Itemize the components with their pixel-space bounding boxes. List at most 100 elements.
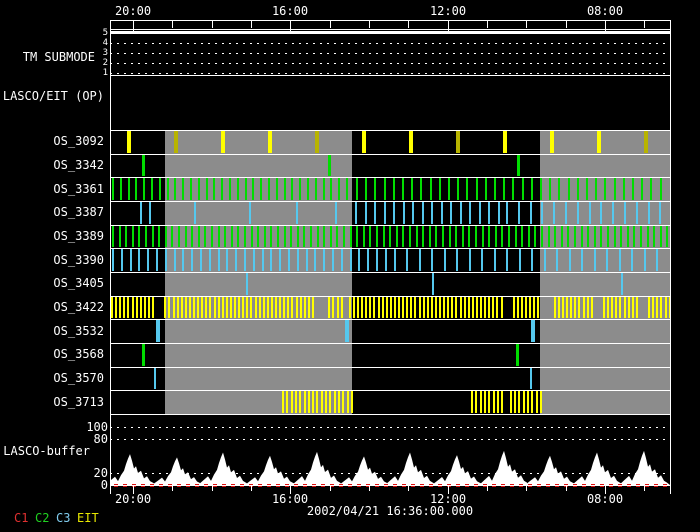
observation-tick (631, 249, 633, 271)
observation-tick (604, 178, 606, 200)
tm-gridline (110, 53, 671, 54)
row-divider (110, 319, 671, 320)
observation-tick (595, 178, 597, 200)
observation-tick (442, 226, 444, 248)
axis-edge-tick (670, 486, 671, 494)
observation-tick (350, 226, 352, 248)
observation-tick (496, 297, 498, 319)
hour-tick (408, 21, 409, 28)
observation-tick (382, 297, 384, 319)
observation-tick (430, 178, 432, 200)
observation-tick (506, 249, 508, 271)
observation-tick (224, 226, 226, 248)
observation-tick (308, 297, 310, 319)
observation-tick (365, 178, 367, 200)
observation-tick (312, 297, 314, 319)
observation-tick (249, 202, 251, 224)
observation-tick (226, 297, 228, 319)
observation-tick (558, 178, 560, 200)
hour-tick (644, 21, 645, 28)
observation-tick (659, 202, 661, 224)
observation-tick (488, 202, 490, 224)
os-row (110, 201, 670, 225)
observation-tick (394, 297, 396, 319)
observation-tick (191, 249, 193, 271)
observation-tick (181, 297, 183, 319)
observation-tick (414, 297, 416, 319)
observation-tick (244, 226, 246, 248)
observation-tick (540, 391, 542, 413)
observation-tick (607, 297, 609, 319)
observation-tick (624, 202, 626, 224)
observation-tick (365, 297, 367, 319)
row-label: OS_3390 (0, 254, 104, 267)
os-row (110, 177, 670, 201)
observation-tick (246, 273, 248, 295)
observation-tick (581, 249, 583, 271)
observation-tick (185, 226, 187, 248)
top-axis-line (110, 20, 671, 21)
observation-tick (296, 202, 298, 224)
observation-tick (218, 226, 220, 248)
observation-tick (660, 226, 662, 248)
observation-tick (245, 178, 247, 200)
os-row (110, 296, 670, 320)
observation-tick (519, 249, 521, 271)
observation-tick (312, 391, 314, 413)
observation-tick (198, 178, 200, 200)
observation-tick (574, 297, 576, 319)
observation-tick (614, 226, 616, 248)
observation-tick (330, 226, 332, 248)
observation-tick (177, 297, 179, 319)
observation-tick (328, 155, 331, 177)
observation-tick (531, 391, 533, 413)
observation-tick (194, 202, 196, 224)
observation-tick (303, 226, 305, 248)
hour-tick (408, 486, 409, 491)
observation-tick (577, 202, 579, 224)
observation-tick (191, 226, 193, 248)
observation-tick (140, 297, 142, 319)
tm-submode-data-line (110, 31, 671, 34)
observation-tick (174, 131, 178, 153)
observation-tick (451, 297, 453, 319)
time-label-top: 12:00 (418, 5, 478, 18)
observation-tick (290, 226, 292, 248)
observation-tick (286, 391, 288, 413)
observation-tick (636, 202, 638, 224)
observation-tick (165, 226, 167, 248)
observation-tick (365, 202, 367, 224)
observation-tick (632, 297, 634, 319)
observation-tick (314, 249, 316, 271)
observation-tick (600, 202, 602, 224)
hour-tick (566, 21, 567, 28)
observation-tick (263, 297, 265, 319)
observation-tick (291, 297, 293, 319)
observation-tick (416, 226, 418, 248)
observation-tick (554, 297, 556, 319)
observation-tick (432, 273, 434, 295)
observation-tick (488, 226, 490, 248)
observation-tick (138, 249, 140, 271)
observation-tick (549, 178, 551, 200)
observation-tick (338, 391, 340, 413)
observation-tick (300, 297, 302, 319)
observation-tick (282, 391, 284, 413)
observation-tick (531, 249, 533, 271)
observation-tick (565, 202, 567, 224)
observation-tick (409, 226, 411, 248)
observation-tick (350, 249, 352, 271)
observation-tick (656, 249, 658, 271)
observation-tick (341, 297, 343, 319)
observation-tick (393, 202, 395, 224)
observation-tick (383, 226, 385, 248)
observation-tick (533, 297, 535, 319)
observation-tick (484, 391, 486, 413)
observation-tick (402, 178, 404, 200)
observation-tick (402, 297, 404, 319)
observation-tick (284, 226, 286, 248)
observation-tick (448, 178, 450, 200)
observation-tick (361, 297, 363, 319)
observation-tick (523, 391, 525, 413)
observation-tick (218, 249, 220, 271)
